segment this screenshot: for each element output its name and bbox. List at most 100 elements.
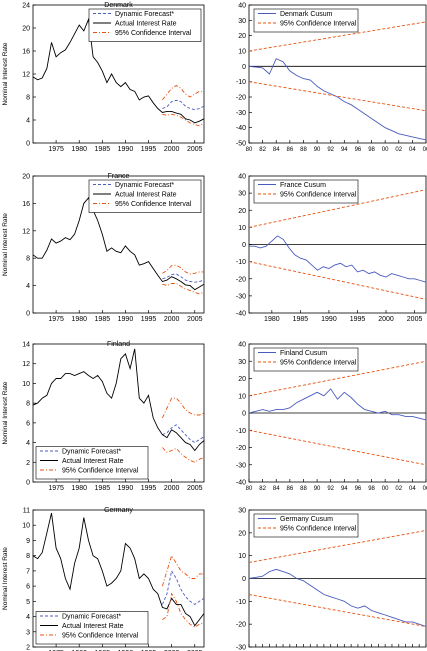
x-tick-label: 1980 <box>264 316 280 323</box>
series-line <box>248 58 427 141</box>
series-line <box>161 397 205 419</box>
y-axis-label: Nominal Interest Rate <box>2 381 9 444</box>
y-tick-label: 12 <box>22 361 30 368</box>
y-tick-label: 0 <box>242 64 246 71</box>
y-tick-label: 40 <box>238 3 246 10</box>
y-axis-label: Nominal Interest Rate <box>2 547 9 610</box>
legend-label: Actual Interest Rate <box>115 21 177 28</box>
y-tick-label: -10 <box>236 599 246 606</box>
series-line <box>249 235 427 283</box>
x-tick-label: 06 <box>423 486 427 492</box>
series-line <box>248 189 427 228</box>
y-tick-label: 10 <box>238 49 246 56</box>
series-line <box>32 17 205 124</box>
y-tick-label: 30 <box>238 508 246 515</box>
x-tick-label: 80 <box>246 147 253 153</box>
x-tick-label: 94 <box>341 486 348 492</box>
legend-label: 95% Confidence Interval <box>115 201 192 208</box>
legend: Dynamic Forecast* Actual Interest Rate 95%… <box>88 179 202 213</box>
x-tick-label: 1995 <box>350 316 366 323</box>
x-tick-label: 1985 <box>95 146 111 153</box>
x-tick-label: 2000 <box>378 316 394 323</box>
series-line <box>162 283 205 295</box>
y-tick-label: 2 <box>26 460 30 467</box>
y-tick-label: 8 <box>26 95 30 102</box>
france-cusum-panel: -40 -30 -20 -10 0 10 20 30 40 1980 1985 1990 1995 200… <box>236 174 427 323</box>
x-tick-label: 1990 <box>321 316 337 323</box>
legend-box <box>35 611 149 645</box>
panel-title: Finland <box>107 341 130 348</box>
x-tick-label: 80 <box>246 486 253 492</box>
series-line <box>248 568 427 627</box>
y-tick-label: -10 <box>236 79 246 86</box>
legend-label: France Cusum <box>280 182 326 189</box>
y-tick-label: 0 <box>242 411 246 418</box>
y-tick-label: 20 <box>238 376 246 383</box>
finland-cusum-panel: -40 -30 -20 -10 0 10 20 30 40 80 82 84 86 88 90 92 94 96 9… <box>236 342 427 493</box>
legend-label: 95% Confidence Interval <box>280 21 357 28</box>
y-tick-label: 3 <box>26 629 30 636</box>
series-line <box>161 554 204 587</box>
y-tick-label: 8 <box>26 256 30 263</box>
y-tick-label: 9 <box>26 538 30 545</box>
y-tick-label: -10 <box>236 259 246 266</box>
series-line <box>162 424 205 444</box>
y-tick-label: 10 <box>238 393 246 400</box>
y-tick-label: 0 <box>242 576 246 583</box>
x-tick-label: 82 <box>259 147 266 153</box>
x-tick-label: 2005 <box>407 316 423 323</box>
y-tick-label: 20 <box>238 208 246 215</box>
series-line <box>162 99 205 111</box>
y-tick-label: 10 <box>22 381 30 388</box>
y-tick-label: 4 <box>26 283 30 290</box>
x-tick-label: 2000 <box>164 485 180 492</box>
x-tick-label: 96 <box>355 486 362 492</box>
x-tick-label: 92 <box>327 147 334 153</box>
legend: Dynamic Forecast* Actual Interest Rate 95%… <box>35 611 149 645</box>
panel-title: Denmark <box>104 2 133 9</box>
y-tick-label: 2 <box>26 645 30 651</box>
x-tick-label: 02 <box>395 147 402 153</box>
x-tick-label: 1995 <box>141 316 157 323</box>
x-tick-label: 00 <box>382 486 389 492</box>
x-tick-label: 84 <box>273 486 280 492</box>
y-axis-label: Nominal Interest Rate <box>2 42 9 105</box>
x-tick-label: 98 <box>368 486 375 492</box>
legend: Finland Cusum 95% Confidence Interval <box>253 347 359 372</box>
series-line <box>32 197 205 291</box>
x-tick-label: 02 <box>395 486 402 492</box>
x-tick-label: 1975 <box>48 316 64 323</box>
y-tick-label: 7 <box>26 568 30 575</box>
france-forecast-panel: 0 4 8 12 16 20 1975 1980 1985 1990 1995 2000 2005 Fra… <box>2 173 205 323</box>
x-tick-label: 1980 <box>71 316 87 323</box>
y-tick-label: 16 <box>22 49 30 56</box>
denmark-cusum-panel: -50 -40 -30 -20 -10 0 10 20 30 40 80 82 84 86 88 90 92 94… <box>236 3 427 154</box>
y-tick-label: -30 <box>236 462 246 469</box>
legend: Dynamic Forecast* Actual Interest Rate 95%… <box>88 8 202 42</box>
series-line <box>162 84 204 101</box>
x-tick-label: 1995 <box>141 485 157 492</box>
legend: France Cusum 95% Confidence Interval <box>253 179 359 204</box>
x-tick-label: 2000 <box>164 146 180 153</box>
legend-label: Actual Interest Rate <box>115 192 177 199</box>
y-tick-label: -50 <box>236 141 246 148</box>
panel-title: Germany <box>104 507 133 514</box>
y-tick-label: 20 <box>238 530 246 537</box>
y-tick-label: -20 <box>236 95 246 102</box>
y-tick-label: 40 <box>238 342 246 349</box>
x-tick-label: 96 <box>355 147 362 153</box>
y-tick-label: 20 <box>22 174 30 181</box>
y-tick-label: 20 <box>22 26 30 33</box>
legend-label: Denmark Cusum <box>280 11 333 18</box>
series-line <box>248 261 427 300</box>
legend-label: Dynamic Forecast* <box>62 614 121 621</box>
y-tick-label: 8 <box>26 553 30 560</box>
y-tick-label: 40 <box>238 174 246 181</box>
y-tick-label: 30 <box>238 359 246 366</box>
x-tick-label: 1995 <box>141 146 157 153</box>
y-tick-label: 0 <box>26 480 30 487</box>
legend-label: 95% Confidence Interval <box>280 360 357 367</box>
y-tick-label: -30 <box>236 645 246 651</box>
x-tick-label: 84 <box>273 147 280 153</box>
y-tick-label: 30 <box>238 18 246 25</box>
